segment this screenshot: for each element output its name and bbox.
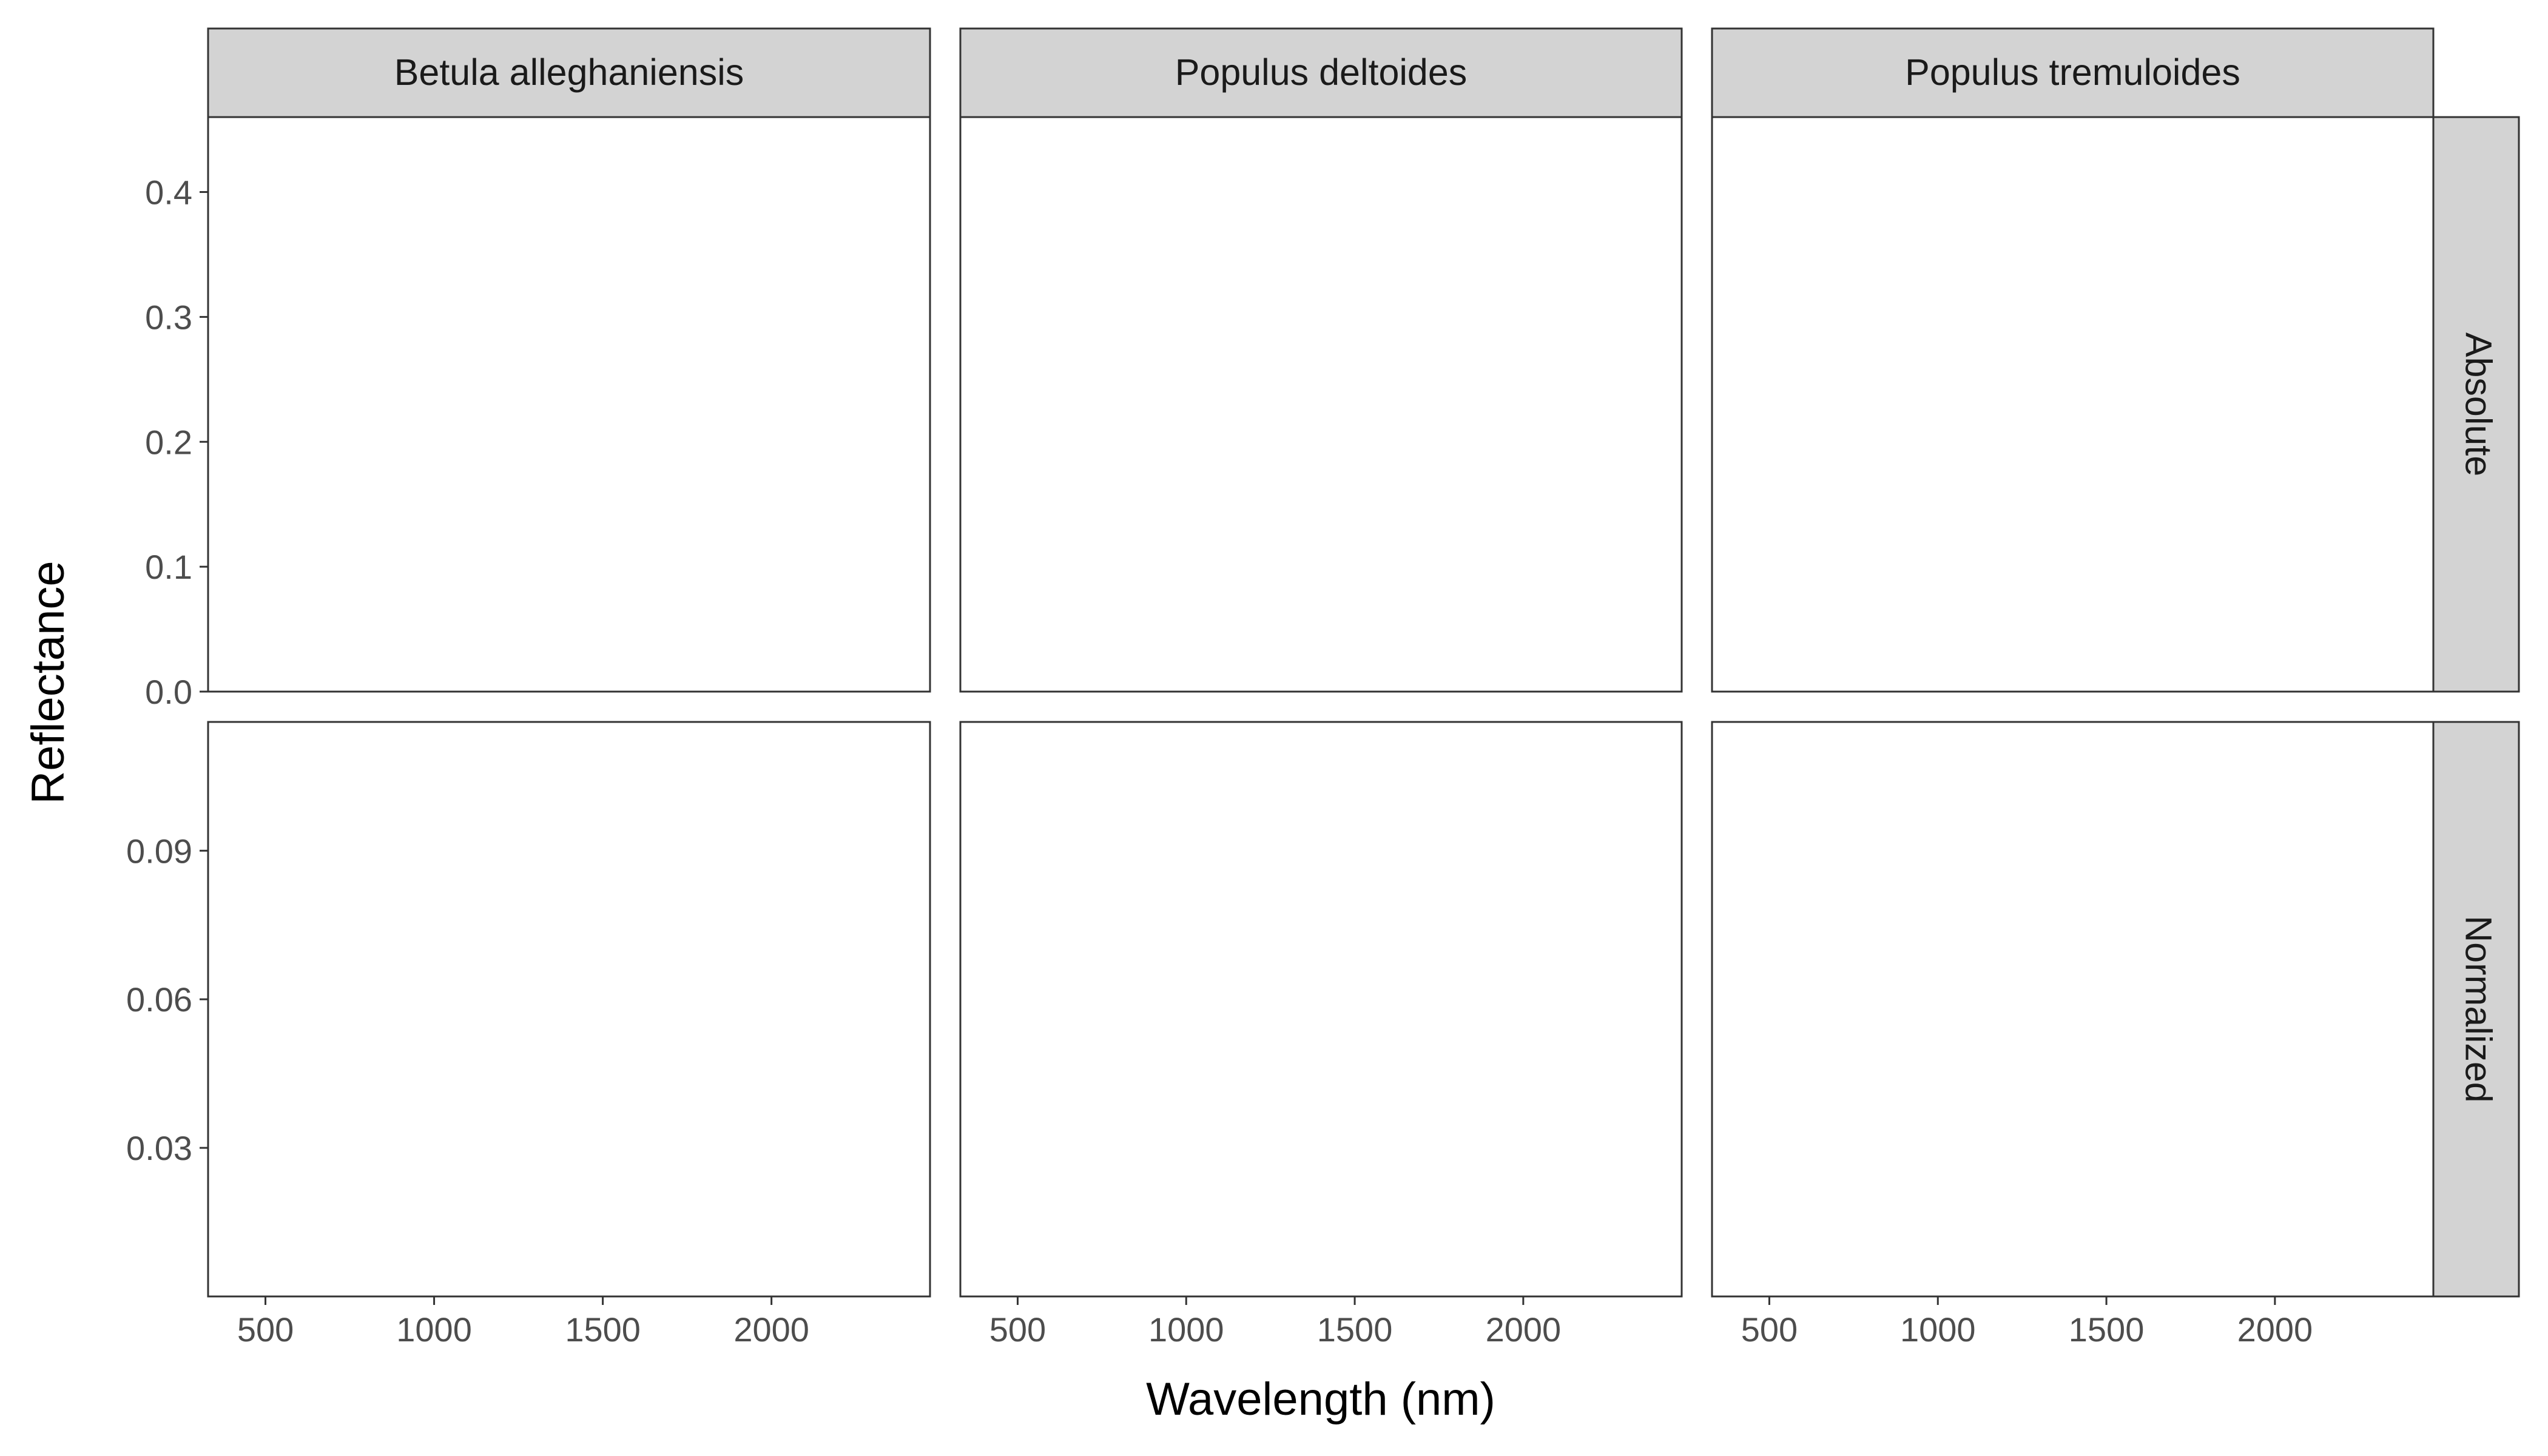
x-tick-label-betula-alleghaniensis-1000: 1000	[396, 1310, 472, 1349]
column-strip-betula-alleghaniensis	[207, 27, 931, 118]
column-strip-label-betula-alleghaniensis: Betula alleghaniensis	[394, 52, 744, 93]
y-tick-label-absolute-2: 0.1	[145, 548, 192, 586]
y-tick-label-absolute-4: 0.3	[145, 298, 192, 336]
x-axis-title: Wavelength (nm)	[1146, 1373, 1495, 1425]
x-tick-label-populus-tremuloides-1000: 1000	[1900, 1310, 1976, 1349]
x-tick-label-populus-tremuloides-1500: 1500	[2069, 1310, 2145, 1349]
row-strip-absolute	[2432, 116, 2520, 693]
panel-frame-populus-deltoides-absolute	[959, 116, 1683, 693]
x-tick-label-populus-tremuloides-500: 500	[1741, 1310, 1798, 1349]
panel-frame-betula-alleghaniensis-absolute	[207, 116, 931, 693]
panel-frame-populus-tremuloides-normalized	[1711, 721, 2435, 1298]
x-tick-label-populus-deltoides-500: 500	[989, 1310, 1046, 1349]
y-tick-label-absolute-1: 0.0	[145, 673, 192, 711]
y-tick-label-normalized-1: 0.03	[126, 1129, 192, 1167]
x-tick-label-betula-alleghaniensis-1500: 1500	[565, 1310, 641, 1349]
panel-frame-populus-deltoides-normalized	[959, 721, 1683, 1298]
y-tick-label-normalized-2: 0.06	[126, 980, 192, 1019]
x-tick-label-betula-alleghaniensis-500: 500	[237, 1310, 294, 1349]
column-strip-populus-deltoides	[959, 27, 1683, 118]
x-tick-label-betula-alleghaniensis-2000: 2000	[733, 1310, 809, 1349]
row-strip-normalized	[2432, 721, 2520, 1298]
frames-layer	[207, 116, 2435, 1298]
column-strip-label-populus-tremuloides: Populus tremuloides	[1905, 52, 2240, 93]
row-strip-label-normalized: Normalized	[2458, 915, 2499, 1103]
y-tick-label-normalized-3: 0.09	[126, 832, 192, 870]
x-tick-label-populus-deltoides-1500: 1500	[1317, 1310, 1393, 1349]
y-axis-title: Reflectance	[22, 561, 74, 804]
strips-layer: Betula alleghaniensis Populus deltoides Po…	[207, 27, 2520, 1298]
panel-frame-populus-tremuloides-absolute	[1711, 116, 2435, 693]
x-tick-label-populus-deltoides-1000: 1000	[1148, 1310, 1224, 1349]
panel-frame-betula-alleghaniensis-normalized	[207, 721, 931, 1298]
x-tick-label-populus-deltoides-2000: 2000	[1486, 1310, 1562, 1349]
row-strip-label-absolute: Absolute	[2458, 332, 2499, 476]
axes-layer: 0.0 0.1 0.2 0.3 0.4 0.03 0.06 0.09 500 1000 1500 20…	[126, 174, 2313, 1349]
y-tick-label-absolute-3: 0.2	[145, 423, 192, 461]
x-tick-label-populus-tremuloides-2000: 2000	[2237, 1310, 2313, 1349]
column-strip-label-populus-deltoides: Populus deltoides	[1175, 52, 1468, 93]
y-tick-label-absolute-5: 0.4	[145, 174, 192, 212]
column-strip-populus-tremuloides	[1711, 27, 2435, 118]
